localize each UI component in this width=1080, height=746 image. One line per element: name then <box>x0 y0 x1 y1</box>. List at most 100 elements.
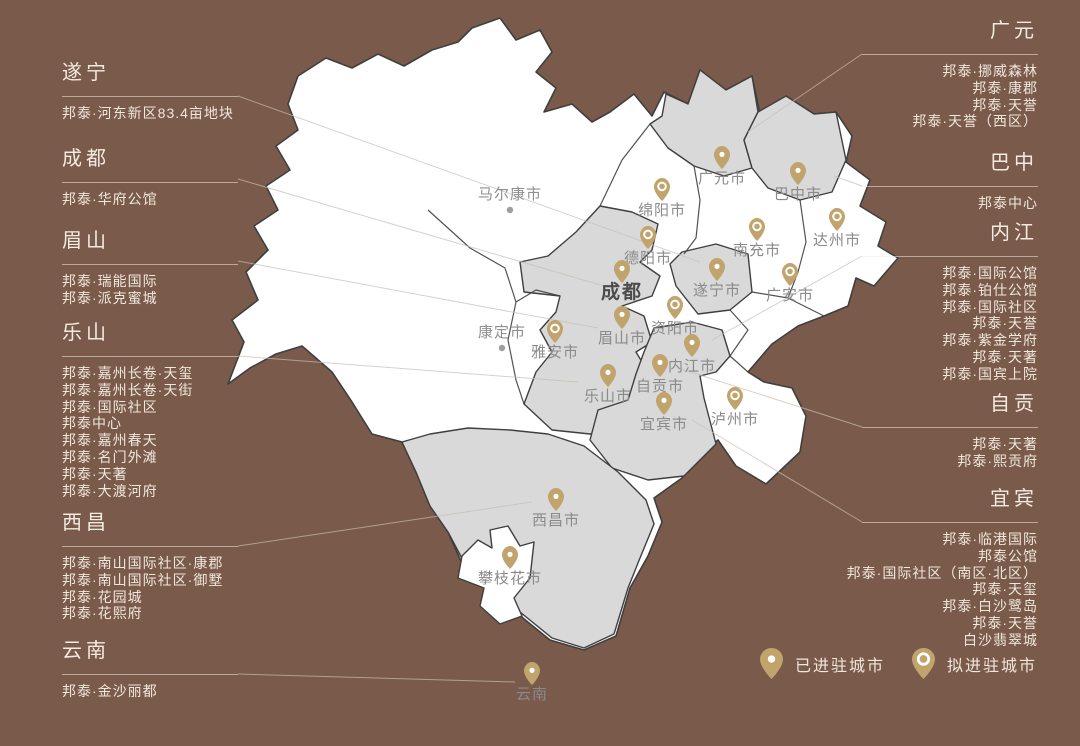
city-marker-成都: 成都 <box>601 260 643 302</box>
leader-xichang <box>237 501 533 547</box>
section-right-3: 自贡邦泰·天著 邦泰·熙贡府 <box>788 391 1038 470</box>
city-marker-南充市: 南充市 <box>733 218 781 259</box>
planned-pin-icon <box>546 320 563 343</box>
legend: 已进驻城市 拟进驻城市 <box>0 648 1080 698</box>
planned-pin-icon <box>828 208 845 231</box>
project-item: 邦泰·天著 <box>972 348 1038 365</box>
project-item: 邦泰·铂仕公馆 <box>942 281 1038 298</box>
section-city-title: 内江 <box>990 222 1038 244</box>
project-item: 邦泰·国际社区 <box>942 298 1038 315</box>
section-separator <box>62 182 238 183</box>
project-item: 邦泰·挪威森林 <box>942 63 1038 79</box>
city-label: 云南 <box>515 686 549 703</box>
entered-pin-icon <box>655 392 672 415</box>
project-item: 邦泰·名门外滩 <box>62 448 158 465</box>
city-marker-自贡市: 自贡市 <box>636 354 684 395</box>
project-item: 邦泰·天誉（西区） <box>912 113 1038 130</box>
section-left-5: 云南 邦泰·金沙丽都 <box>62 638 277 700</box>
project-item: 邦泰·南山国际社区·御墅 <box>62 571 224 588</box>
city-label: 资阳市 <box>650 320 700 337</box>
project-item: 白沙翡翠城 <box>963 631 1038 648</box>
city-label: 眉山市 <box>597 330 647 347</box>
section-city-title: 宜宾 <box>990 488 1038 510</box>
section-left-2: 眉山邦泰·瑞能国际 邦泰·派克蜜城 <box>62 228 277 307</box>
section-left-3: 乐山 邦泰·嘉州长卷·天玺 邦泰·嘉州长卷·天街 邦泰·国际社区 邦泰中心 邦泰·嘉州春天… <box>62 320 277 499</box>
region-bazhong <box>743 95 847 201</box>
leader-suining <box>237 95 701 263</box>
city-marker-马尔康市: 马尔康市 <box>478 186 542 214</box>
leader-neijiang <box>711 255 863 341</box>
city-marker-乐山市: 乐山市 <box>584 364 632 405</box>
border-suining-luzhou <box>729 309 749 357</box>
entered-pin-icon <box>613 260 630 283</box>
city-label: 内江市 <box>667 358 717 375</box>
section-city-title: 自贡 <box>990 393 1038 415</box>
project-list: 邦泰·瑞能国际 邦泰·派克蜜城 <box>62 273 277 307</box>
project-item: 邦泰·南山国际社区·康郡 <box>62 555 224 571</box>
city-marker-云南: 云南 <box>516 662 548 703</box>
region-liangshan <box>401 427 655 649</box>
section-right-0: 广元 邦泰·挪威森林 邦泰·康郡 邦泰·天誉 邦泰·天誉（西区） <box>788 18 1038 130</box>
project-item: 邦泰·康郡 <box>972 79 1038 96</box>
city-label: 宜宾市 <box>639 416 689 433</box>
city-label: 德阳市 <box>623 250 673 267</box>
project-item: 邦泰·花园城 <box>62 588 143 605</box>
project-item: 邦泰·白沙鹭岛 <box>942 598 1038 615</box>
project-item: 邦泰·大渡河府 <box>62 482 158 499</box>
project-item: 邦泰·熙贡府 <box>957 452 1038 469</box>
city-marker-巴中市: 巴中市 <box>774 162 822 203</box>
city-label: 广元市 <box>697 170 747 187</box>
leader-meishan <box>237 260 599 329</box>
project-list: 邦泰·南山国际社区·康郡 邦泰·南山国际社区·御墅 邦泰·花园城 邦泰·花熙府 <box>62 555 277 622</box>
city-marker-资阳市: 资阳市 <box>651 296 699 337</box>
city-marker-达州市: 达州市 <box>813 208 861 249</box>
project-item: 邦泰·花熙府 <box>62 605 143 622</box>
entered-pin-icon <box>713 146 730 169</box>
project-list: 邦泰中心 <box>788 195 1038 212</box>
city-label: 广安市 <box>765 287 815 304</box>
planned-pin-icon <box>912 648 935 679</box>
city-marker-宜宾市: 宜宾市 <box>640 392 688 433</box>
left-city-list: 遂宁 邦泰·河东新区83.4亩地块 成都 邦泰·华府公馆 眉山 邦泰·瑞能国际 邦泰·派克蜜… <box>62 0 277 746</box>
city-label: 南充市 <box>732 242 782 259</box>
section-separator <box>862 522 1038 523</box>
project-item: 邦泰·嘉州春天 <box>62 432 158 449</box>
legend-entered: 已进驻城市 <box>760 648 885 679</box>
project-list: 邦泰·挪威森林 邦泰·康郡 邦泰·天誉 邦泰·天誉（西区） <box>788 63 1038 130</box>
city-label: 巴中市 <box>773 186 823 203</box>
section-separator <box>62 96 238 97</box>
planned-pin-icon <box>639 226 656 249</box>
legend-planned-label: 拟进驻城市 <box>947 657 1038 675</box>
project-list: 邦泰·国际公馆 邦泰·铂仕公馆 邦泰·国际社区 邦泰·天誉 邦泰·紫金学府 邦泰·天著 邦泰… <box>788 265 1038 383</box>
city-label: 泸州市 <box>710 411 760 428</box>
project-item: 邦泰公馆 <box>978 547 1038 564</box>
project-item: 邦泰中心 <box>62 415 122 432</box>
entered-pin-icon <box>523 662 540 685</box>
section-separator <box>62 674 238 675</box>
leader-yunnan <box>237 673 516 683</box>
legend-entered-label: 已进驻城市 <box>795 657 886 675</box>
section-city-title: 成都 <box>62 148 110 170</box>
city-marker-泸州市: 泸州市 <box>711 387 759 428</box>
city-marker-西昌市: 西昌市 <box>532 488 580 529</box>
city-label: 雅安市 <box>530 344 580 361</box>
city-marker-眉山市: 眉山市 <box>598 306 646 347</box>
section-city-title: 云南 <box>62 640 110 662</box>
section-city-title: 遂宁 <box>62 62 110 84</box>
city-label: 康定市 <box>477 324 527 341</box>
entered-pin-icon <box>613 306 630 329</box>
project-item: 邦泰·天玺 <box>972 581 1038 598</box>
project-item: 邦泰·天誉 <box>972 315 1038 332</box>
project-item: 邦泰·嘉州长卷·天街 <box>62 381 194 398</box>
project-list: 邦泰·临港国际 邦泰公馆 邦泰·国际社区（南区·北区） 邦泰·天玺 邦泰·白沙鹭岛 邦泰·… <box>788 531 1038 649</box>
border-aba-ganzi <box>427 209 517 303</box>
entered-pin-icon <box>683 334 700 357</box>
project-list: 邦泰·天著 邦泰·熙贡府 <box>788 436 1038 470</box>
project-list: 邦泰·嘉州长卷·天玺 邦泰·嘉州长卷·天街 邦泰·国际社区 邦泰中心 邦泰·嘉州春天 邦泰… <box>62 365 277 499</box>
entered-pin-icon <box>789 162 806 185</box>
section-right-2: 内江邦泰·国际公馆 邦泰·铂仕公馆 邦泰·国际社区 邦泰·天誉 邦泰·紫金学府 邦泰·天著… <box>788 220 1038 383</box>
section-right-1: 巴中邦泰中心 <box>788 150 1038 212</box>
section-city-title: 巴中 <box>990 152 1038 174</box>
section-city-title: 眉山 <box>62 230 110 252</box>
city-label: 自贡市 <box>635 378 685 395</box>
